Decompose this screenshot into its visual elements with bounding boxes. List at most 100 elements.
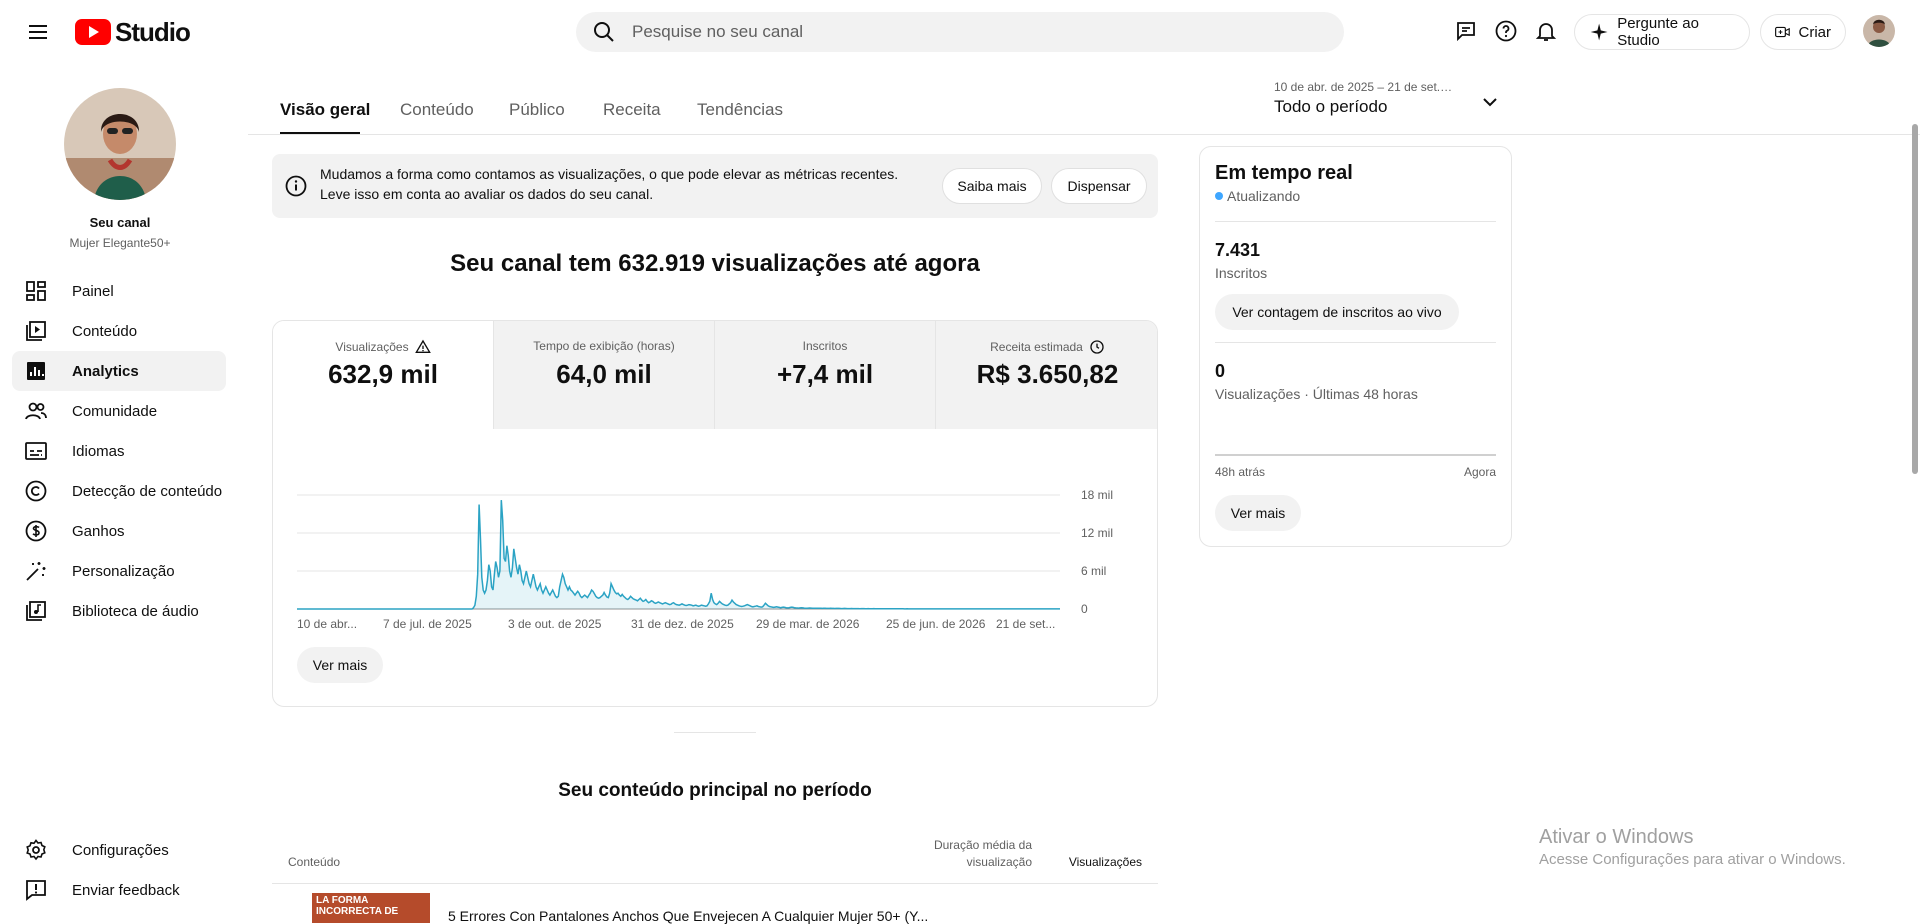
- ask-studio-button[interactable]: Pergunte ao Studio: [1574, 14, 1750, 50]
- column-header-views[interactable]: Visualizações: [1068, 855, 1142, 869]
- y-tick-label: 6 mil: [1081, 564, 1106, 578]
- search-input[interactable]: [630, 21, 1314, 43]
- metric-tab-views[interactable]: Visualizações 632,9 mil: [273, 321, 494, 429]
- warning-icon[interactable]: [414, 339, 431, 355]
- x-tick-label: 31 de dez. de 2025: [631, 617, 734, 631]
- studio-logo-text: Studio: [115, 16, 191, 47]
- live-subscriber-count-button[interactable]: Ver contagem de inscritos ao vivo: [1215, 294, 1459, 330]
- realtime-see-more-button[interactable]: Ver mais: [1215, 495, 1301, 531]
- create-label: Criar: [1798, 23, 1832, 41]
- messages-icon[interactable]: [1454, 19, 1478, 43]
- sidebar-item-label: Biblioteca de áudio: [72, 602, 199, 620]
- period-range[interactable]: 10 de abr. de 2025 – 21 de set. de 2026: [1274, 80, 1454, 94]
- realtime-divider: [1215, 342, 1496, 343]
- menu-icon[interactable]: [26, 20, 50, 44]
- realtime-status: Atualizando: [1215, 188, 1300, 204]
- table-header-divider: [272, 883, 1158, 884]
- search-icon[interactable]: [592, 20, 616, 44]
- metric-label: Inscritos: [802, 339, 848, 353]
- dismiss-button[interactable]: Dispensar: [1051, 168, 1147, 204]
- top-bar: Studio Pergunte ao Studio Criar: [0, 0, 1920, 62]
- sidebar-item-label: Detecção de conteúdo: [72, 482, 223, 500]
- sidebar-item-label: Personalização: [72, 562, 175, 580]
- content-icon: [26, 321, 46, 341]
- tab-conteudo[interactable]: Conteúdo: [400, 100, 474, 119]
- column-header-content[interactable]: Conteúdo: [288, 855, 341, 869]
- metric-tab-revenue[interactable]: Receita estimada R$ 3.650,82: [936, 321, 1157, 429]
- realtime-title: Em tempo real: [1215, 162, 1353, 184]
- metric-value: +7,4 mil: [776, 359, 874, 389]
- create-video-icon: [1775, 26, 1790, 38]
- sidebar-item-label: Analytics: [72, 362, 139, 380]
- sidebar-item-idiomas[interactable]: Idiomas: [12, 431, 226, 471]
- account-avatar[interactable]: [1863, 15, 1895, 47]
- tab-publico[interactable]: Público: [509, 100, 565, 119]
- overview-card: Visualizações 632,9 mil Tempo de exibiçã…: [272, 320, 1158, 707]
- studio-logo[interactable]: Studio: [75, 16, 191, 48]
- notifications-icon[interactable]: [1534, 19, 1558, 43]
- see-more-button[interactable]: Ver mais: [297, 647, 383, 683]
- channel-avatar[interactable]: [64, 88, 176, 200]
- sidebar-item-analytics[interactable]: Analytics: [12, 351, 226, 391]
- banner-text: Mudamos a forma como contamos as visuali…: [320, 166, 899, 202]
- audio-library-icon: [26, 601, 46, 621]
- tab-receita[interactable]: Receita: [603, 100, 661, 119]
- y-tick-label: 18 mil: [1081, 488, 1113, 502]
- metric-tab-watch-time[interactable]: Tempo de exibição (horas) 64,0 mil: [494, 321, 715, 429]
- column-header-avg-duration[interactable]: Duração média da visualização: [933, 838, 1032, 869]
- settings-icon: [26, 839, 46, 861]
- metric-tab-subscribers[interactable]: Inscritos +7,4 mil: [715, 321, 936, 429]
- ask-studio-label: Pergunte ao Studio: [1617, 15, 1699, 49]
- customization-icon: [26, 562, 46, 581]
- sparkle-icon: [1590, 23, 1608, 41]
- clock-icon[interactable]: [1089, 339, 1105, 355]
- chart-series-line[interactable]: [297, 500, 1060, 610]
- community-icon: [25, 402, 47, 420]
- sidebar-item-painel[interactable]: Painel: [12, 271, 226, 311]
- search-bar: [576, 12, 1344, 52]
- channel-title: Seu canal: [89, 215, 151, 230]
- sidebar-item-label: Idiomas: [72, 442, 125, 460]
- sidebar-item-personalizacao[interactable]: Personalização: [12, 551, 226, 591]
- help-icon[interactable]: [1494, 19, 1518, 43]
- sidebar-item-label: Enviar feedback: [72, 881, 180, 899]
- y-tick-label: 0: [1081, 602, 1088, 616]
- realtime-status-text: Atualizando: [1227, 188, 1301, 204]
- sidebar-item-feedback[interactable]: Enviar feedback: [12, 870, 226, 910]
- windows-activation-subtitle: Acesse Configurações para ativar o Windo…: [1539, 851, 1846, 868]
- sidebar-item-label: Ganhos: [72, 522, 125, 540]
- x-tick-label: 3 de out. de 2025: [508, 617, 602, 631]
- active-tab-indicator: [280, 132, 360, 135]
- top-content-title: Seu conteúdo principal no período: [558, 780, 872, 801]
- realtime-subscribers-value: 7.431: [1215, 240, 1261, 260]
- views-chart[interactable]: 18 mil 12 mil 6 mil 0 10 de abr... 7 de jul. …: [273, 471, 1158, 633]
- x-tick-label: 21 de set...: [996, 617, 1055, 631]
- realtime-baseline: [1215, 454, 1496, 456]
- video-title[interactable]: 5 Errores Con Pantalones Anchos Que Enve…: [448, 908, 929, 924]
- tab-tendencias[interactable]: Tendências: [697, 100, 784, 119]
- metric-label: Tempo de exibição (horas): [533, 339, 675, 353]
- analytics-icon: [27, 362, 45, 380]
- realtime-divider: [1215, 221, 1496, 222]
- sidebar-item-configuracoes[interactable]: Configurações: [12, 830, 226, 870]
- tab-visao-geral[interactable]: Visão geral: [280, 100, 371, 119]
- sidebar-item-comunidade[interactable]: Comunidade: [12, 391, 226, 431]
- feedback-icon: [26, 880, 46, 901]
- youtube-logo-icon: [75, 19, 111, 45]
- realtime-axis-end: Agora: [1463, 465, 1496, 479]
- realtime-views-value: 0: [1215, 361, 1226, 381]
- sidebar-item-biblioteca-audio[interactable]: Biblioteca de áudio: [12, 591, 226, 631]
- chevron-down-icon[interactable]: [1478, 90, 1502, 114]
- sidebar-item-conteudo[interactable]: Conteúdo: [12, 311, 226, 351]
- sidebar-item-ganhos[interactable]: Ganhos: [12, 511, 226, 551]
- video-thumbnail[interactable]: LA FORMA INCORRECTA DE: [312, 893, 430, 923]
- period-label[interactable]: Todo o período: [1274, 97, 1388, 116]
- sidebar-item-label: Conteúdo: [72, 322, 138, 340]
- sidebar-item-label: Painel: [72, 282, 114, 300]
- learn-more-button[interactable]: Saiba mais: [942, 168, 1042, 204]
- earn-icon: [25, 520, 47, 542]
- sidebar-item-deteccao[interactable]: Detecção de conteúdo: [12, 471, 226, 511]
- page-scrollbar[interactable]: [1912, 124, 1918, 474]
- dashboard-icon: [26, 281, 46, 301]
- create-button[interactable]: Criar: [1760, 14, 1846, 50]
